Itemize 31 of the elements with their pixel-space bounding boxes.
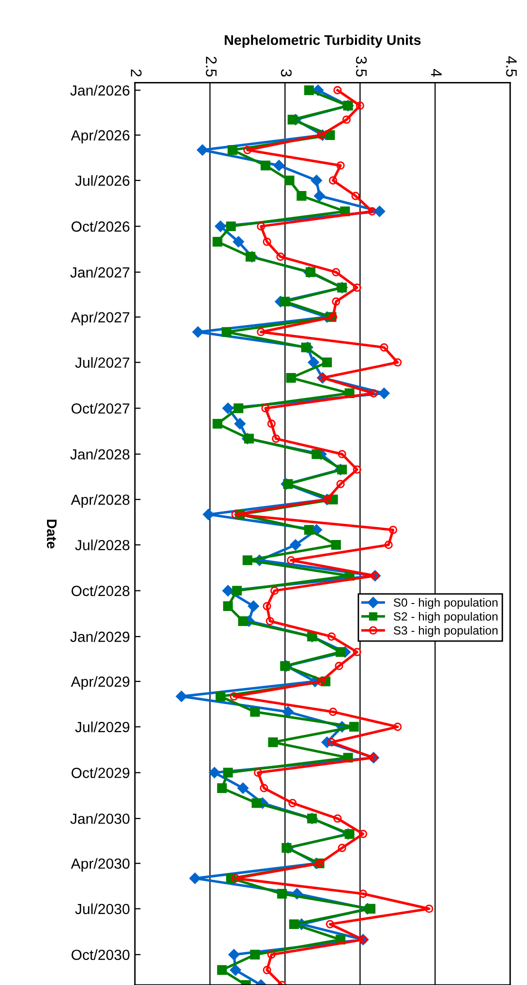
y-tick-label: Jul/2026 <box>75 175 130 186</box>
y-tick-label: Jan/2026 <box>70 84 130 96</box>
y-tick-label: Oct/2026 <box>72 221 130 232</box>
x-tick-label: 2 <box>130 69 142 76</box>
x-tick-label: 2.5 <box>206 56 217 77</box>
y-tick-label: Apr/2028 <box>70 494 130 508</box>
y-tick-label: Oct/2030 <box>72 949 130 960</box>
y-tick-label: Jul/2028 <box>75 540 130 550</box>
legend-label: S3 - high population <box>394 626 498 637</box>
y-tick-label: Apr/2030 <box>70 858 130 872</box>
y-tick-label: Jan/2027 <box>70 266 130 278</box>
y-tick-label: Jul/2027 <box>75 357 130 368</box>
y-tick-label: Jul/2030 <box>75 903 130 914</box>
y-tick-label: Jan/2028 <box>70 448 130 460</box>
y-tick-label: Oct/2028 <box>72 585 130 596</box>
y-axis-title: Date <box>46 520 57 548</box>
x-tick-label: 3 <box>280 69 292 77</box>
y-tick-label: Oct/2029 <box>72 767 130 778</box>
x-tick-label: 3.5 <box>356 56 367 77</box>
y-tick-label: Apr/2029 <box>70 676 130 690</box>
x-tick-label: 4.5 <box>506 56 517 77</box>
legend-label: S0 - high population <box>394 598 498 610</box>
y-tick-label: Apr/2026 <box>70 130 130 144</box>
x-tick-label: 4 <box>431 69 442 77</box>
y-tick-label: Apr/2027 <box>70 312 130 326</box>
y-tick-label: Jul/2029 <box>75 722 130 732</box>
legend-label: S2 - high population <box>394 612 498 623</box>
y-tick-label: Oct/2027 <box>72 402 130 414</box>
x-axis-title: Nephelometric Turbidity Units <box>224 34 421 48</box>
y-tick-label: Jan/2029 <box>70 631 130 642</box>
y-tick-label: Jan/2030 <box>70 813 130 824</box>
